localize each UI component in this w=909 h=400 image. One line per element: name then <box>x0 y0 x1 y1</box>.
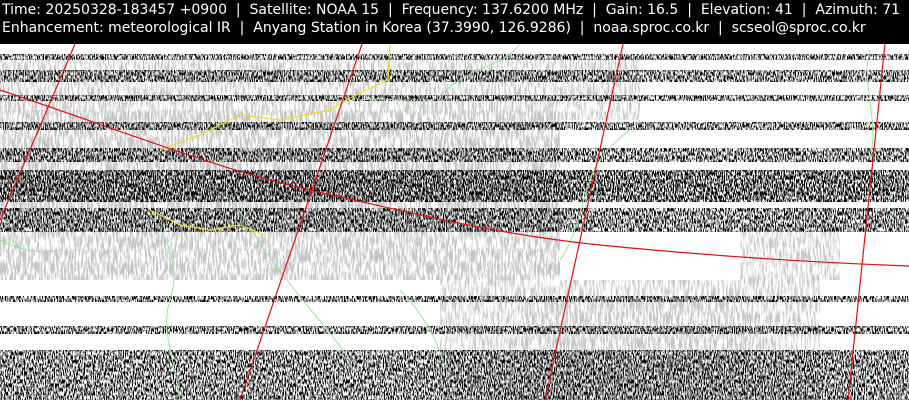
header-line: Time: 20250328-183457 +0900 | Satellite:… <box>2 2 901 18</box>
coastlines <box>0 44 874 400</box>
header: Time: 20250328-183457 +0900 | Satellite:… <box>0 0 909 44</box>
satellite-image <box>0 44 909 400</box>
noise-stripes <box>0 54 909 400</box>
borders <box>149 44 391 236</box>
header-line: Enhancement: meteorological IR | Anyang … <box>2 20 866 36</box>
graticule <box>0 44 909 400</box>
